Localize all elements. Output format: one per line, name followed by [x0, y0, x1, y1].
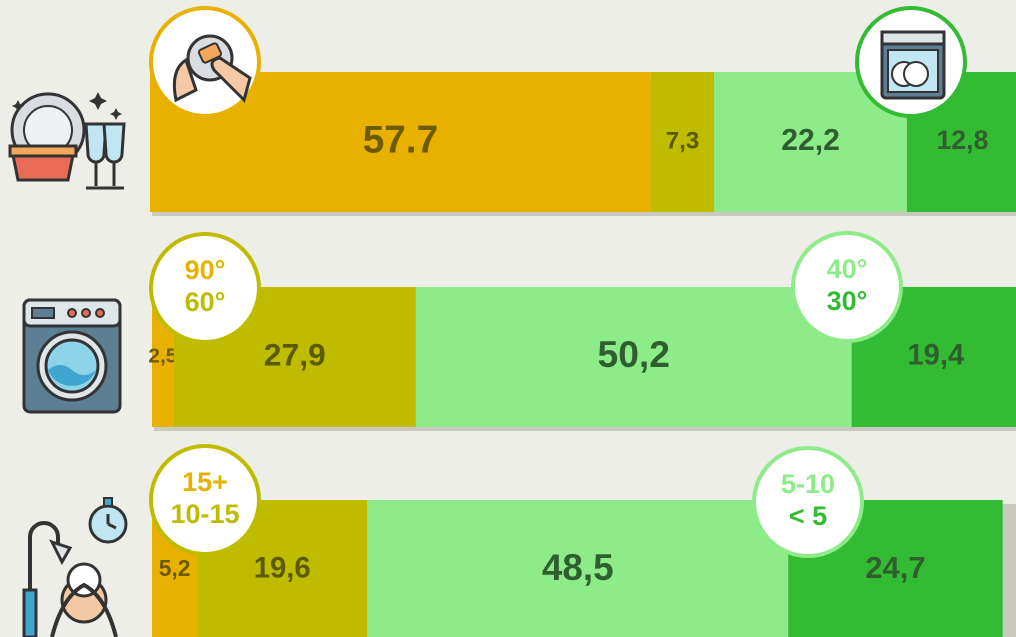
legend-label: 15+	[182, 467, 228, 497]
bars: 57.7 7,3 22,2 12,8 2,5 27,9 50,2 19,4 5,2 19,6 48,…	[148, 72, 1016, 637]
value-label: 19,4	[907, 340, 965, 372]
value-label: 2,5	[148, 344, 177, 367]
label-circle	[791, 231, 903, 343]
dishwasher-icon	[880, 30, 946, 100]
legend-label: 60°	[185, 287, 226, 317]
legend-label: 5-10	[781, 469, 835, 499]
shower-icon	[22, 497, 128, 637]
value-label: 50,2	[597, 333, 670, 375]
legend-label: < 5	[789, 501, 827, 531]
label-circle	[752, 446, 864, 558]
label-circle	[149, 444, 261, 556]
bar-segment	[650, 72, 715, 212]
legend-label: 40°	[827, 254, 868, 284]
legend-label: 30°	[827, 286, 868, 316]
bar-segment	[367, 500, 789, 637]
legend-label: 10-15	[170, 499, 239, 529]
value-label: 12,8	[936, 125, 988, 155]
bar-segment	[415, 287, 852, 427]
value-label: 5,2	[159, 555, 191, 581]
icons	[8, 30, 946, 637]
value-label: 22,2	[781, 124, 840, 157]
value-label: 57.7	[363, 118, 438, 161]
value-label: 27,9	[264, 336, 326, 372]
dishes-icon	[8, 92, 126, 190]
value-label: 24,7	[865, 550, 925, 585]
label-circle	[149, 232, 261, 344]
value-label: 48,5	[542, 547, 614, 588]
legend-label: 90°	[185, 255, 226, 285]
washing-machine-icon	[22, 298, 122, 414]
value-label: 19,6	[254, 552, 311, 585]
value-label: 7,3	[666, 127, 700, 154]
hand-wash-icon	[172, 34, 252, 103]
